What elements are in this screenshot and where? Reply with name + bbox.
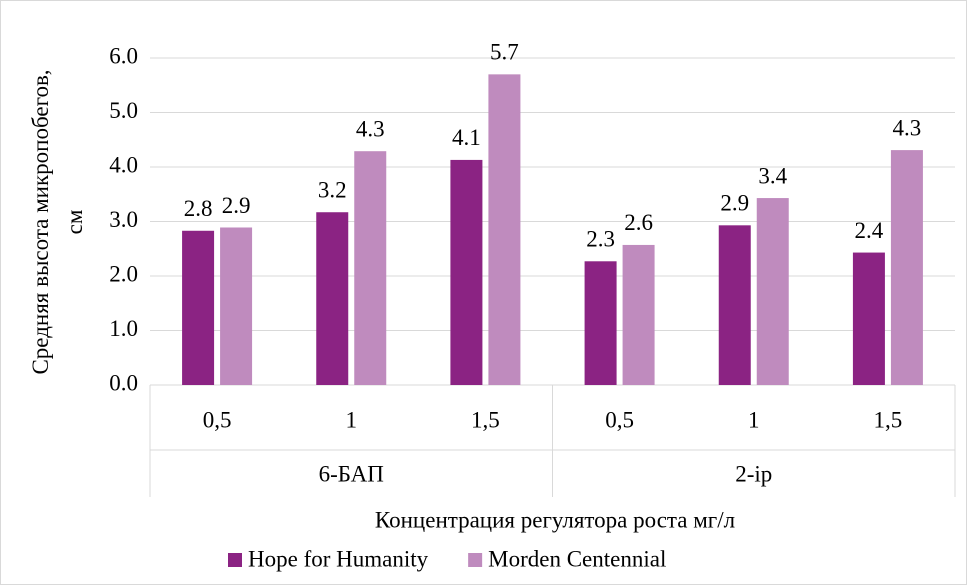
bar bbox=[890, 150, 923, 385]
bar bbox=[622, 244, 655, 385]
bar bbox=[584, 261, 617, 385]
y-axis-title-line: см bbox=[62, 209, 87, 234]
y-axis-title-line: Средняя высота микропобегов, bbox=[28, 69, 53, 374]
x-tick-label: 0,5 bbox=[203, 407, 232, 432]
bar bbox=[354, 151, 387, 385]
data-label: 2.8 bbox=[184, 196, 213, 221]
bar bbox=[316, 212, 349, 385]
legend-label: Hope for Humanity bbox=[248, 546, 429, 571]
data-label: 2.9 bbox=[720, 191, 749, 216]
x-tick-label: 1,5 bbox=[471, 407, 500, 432]
data-label: 4.3 bbox=[356, 116, 385, 141]
legend-swatch bbox=[468, 553, 483, 567]
y-tick-label: 2.0 bbox=[109, 261, 138, 286]
data-label: 2.9 bbox=[222, 193, 251, 218]
bar bbox=[450, 159, 483, 385]
data-label: 3.4 bbox=[758, 163, 787, 188]
group-label: 6-БАП bbox=[319, 461, 384, 486]
legend-label: Morden Centennial bbox=[488, 546, 666, 571]
data-label: 2.4 bbox=[855, 218, 884, 243]
bar bbox=[488, 74, 521, 385]
x-tick-label: 1,5 bbox=[874, 407, 903, 432]
y-tick-label: 6.0 bbox=[109, 43, 138, 68]
data-label: 3.2 bbox=[318, 178, 347, 203]
group-label: 2-ip bbox=[735, 461, 772, 486]
y-tick-label: 3.0 bbox=[109, 207, 138, 232]
bar bbox=[182, 230, 215, 385]
data-label: 2.3 bbox=[586, 227, 615, 252]
x-tick-label: 1 bbox=[346, 407, 358, 432]
x-tick-label: 0,5 bbox=[605, 407, 634, 432]
data-label: 2.6 bbox=[624, 210, 653, 235]
y-tick-label: 4.0 bbox=[109, 152, 138, 177]
bar bbox=[852, 252, 885, 385]
data-label: 5.7 bbox=[490, 40, 519, 65]
bar bbox=[718, 225, 751, 385]
y-tick-label: 0.0 bbox=[109, 370, 138, 395]
legend-swatch bbox=[228, 553, 242, 567]
bar bbox=[220, 227, 253, 385]
data-label: 4.1 bbox=[452, 125, 481, 150]
y-tick-label: 5.0 bbox=[109, 98, 138, 123]
bar bbox=[756, 198, 789, 385]
y-tick-label: 1.0 bbox=[109, 316, 138, 341]
data-label: 4.3 bbox=[893, 115, 922, 140]
x-tick-label: 1 bbox=[748, 407, 760, 432]
y-axis-title: Средняя высота микропобегов, см bbox=[28, 69, 87, 374]
x-axis-title: Концентрация регулятора роста мг/л bbox=[375, 507, 735, 532]
